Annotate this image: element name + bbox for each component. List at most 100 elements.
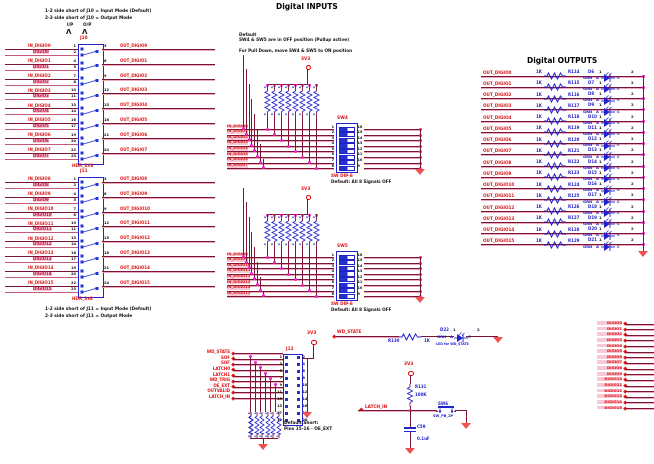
wire [421, 336, 454, 337]
net-label: IN_DIGIO3 [227, 140, 248, 146]
wire [5, 247, 78, 249]
output-row: OUT_DIGIO11 1K R125 D17 1 2 GRN A C [481, 193, 651, 206]
port-row: DIGIO10 [597, 377, 654, 383]
wire [102, 286, 215, 288]
supply-icon [305, 64, 311, 70]
pin-number: 2 [631, 181, 634, 186]
pin-number: 2 [631, 203, 634, 209]
capacitor-refdes: C59 [417, 424, 426, 429]
out-net-label: OUT_DIGIO15 [120, 280, 150, 286]
pin-number: 2 [631, 124, 634, 130]
wire [358, 410, 437, 411]
pin-number: 9 [279, 382, 282, 387]
wd-led-note: LED for WD_STATE [436, 342, 469, 346]
led-icon [601, 94, 615, 105]
wire [364, 145, 420, 147]
sw4-refdes: SW4 [337, 116, 348, 121]
net-label: OUT_DIGIO6 [483, 137, 512, 142]
anode-label: A [596, 209, 599, 215]
wire [227, 168, 334, 170]
jumper-switch-icon [80, 61, 99, 71]
led-color-label: GRN [437, 334, 447, 339]
resistor-icon [544, 162, 566, 170]
pin-number: 6 [331, 152, 334, 157]
jumper-row: IN_DIGIO10 DIGIO10 7 8 9 OUT_DIGIO10 [0, 206, 230, 222]
pin-row: 5 6 [275, 369, 315, 376]
out-net-label: OUT_DIGIO0 [120, 42, 148, 48]
net-label: IN_DIGIO12 [227, 274, 251, 279]
wire [364, 273, 420, 275]
wire [234, 381, 283, 383]
output-row: OUT_DIGIO0 1K R114 D6 1 2 GRN A C [481, 68, 651, 83]
wire [409, 432, 411, 448]
wire [5, 48, 78, 50]
led-refdes: D22 [440, 327, 449, 332]
in-net-label: IN_DIGIO7 [28, 147, 51, 153]
dip-switch-lever [338, 160, 355, 166]
net-label: OUT_DIGIO0 [483, 69, 512, 75]
wire [295, 117, 296, 152]
led-refdes: D15 [588, 169, 597, 175]
jumper-row: IN_DIGIO12 DIGIO12 13 14 15 OUT_DIGIO12 [0, 236, 230, 252]
input-signal-row: IN_DIGIO0 1 16 [227, 118, 427, 132]
port-row: LATCH0 [196, 366, 286, 373]
wire [455, 410, 467, 411]
pin-number: 16 [70, 251, 76, 256]
anode-label: A [596, 153, 599, 159]
dip-switch-lever [338, 282, 355, 288]
pin-number: 8 [331, 163, 334, 168]
led-color-label: GRN [583, 142, 593, 148]
pin-number: 2 [302, 354, 305, 359]
led-icon [601, 173, 615, 184]
pin-number: 16 [357, 252, 363, 257]
wire [102, 271, 215, 273]
jumper-switch-icon [80, 121, 99, 131]
input-signal-row: IN_DIGIO5 6 11 [227, 117, 427, 160]
resistor-refdes: R122 [568, 159, 580, 164]
wire [626, 351, 654, 353]
jumper-switch-icon [80, 239, 99, 249]
j10-refdes: J10 [80, 36, 88, 41]
pin-number: 10 [70, 221, 76, 226]
pin-number: 12 [357, 274, 363, 279]
resistor-refdes: R127 [568, 215, 580, 221]
led-icon [601, 139, 615, 150]
wire [234, 398, 283, 400]
wire [102, 93, 215, 95]
junction-dot [301, 155, 304, 159]
led-color-label: GRN [583, 164, 593, 170]
port-row: DIGIO15 [597, 405, 654, 412]
port-row: DIGIO6 [597, 355, 654, 361]
pin-number: 1 [599, 136, 602, 141]
port-label: DIGIO11 [597, 383, 622, 387]
resistor-refdes: R130 [388, 338, 400, 343]
led-refdes: D11 [588, 124, 597, 130]
pin-number: 2 [631, 79, 634, 85]
wire [102, 153, 215, 155]
pin-number: 20 [70, 272, 76, 277]
wire [258, 143, 262, 164]
pin-number: 2 [477, 327, 480, 332]
resistor-icon [264, 412, 271, 438]
wire [5, 99, 78, 101]
wire [626, 396, 654, 398]
pin-number: 1 [599, 68, 602, 74]
input-signal-row: IN_DIGIO15 8 9 [227, 245, 427, 300]
wire [5, 153, 78, 155]
jumper-row: IN_DIGIO0 DIGIO0 1 2 3 OUT_DIGIO0 [0, 42, 230, 59]
output-row: OUT_DIGIO5 1K R119 D11 1 2 GRN A C [481, 124, 651, 139]
resistor-icon [306, 84, 313, 118]
net-label: DIGIO10 [33, 211, 52, 217]
output-mode-label: O/P [83, 23, 92, 28]
jumper-switch-icon [80, 194, 99, 204]
pin-number: 7 [331, 286, 334, 291]
pin-number: 12 [302, 389, 308, 394]
net-label: OUT_DIGIO12 [483, 204, 515, 210]
pin-number: 1 [331, 252, 334, 257]
net-label: DIGIO0 [33, 48, 49, 54]
wire [227, 162, 334, 164]
pin-number: 8 [73, 79, 76, 84]
port-row: SOF [196, 355, 286, 362]
wire [364, 168, 420, 170]
resistor-icon [544, 229, 566, 238]
